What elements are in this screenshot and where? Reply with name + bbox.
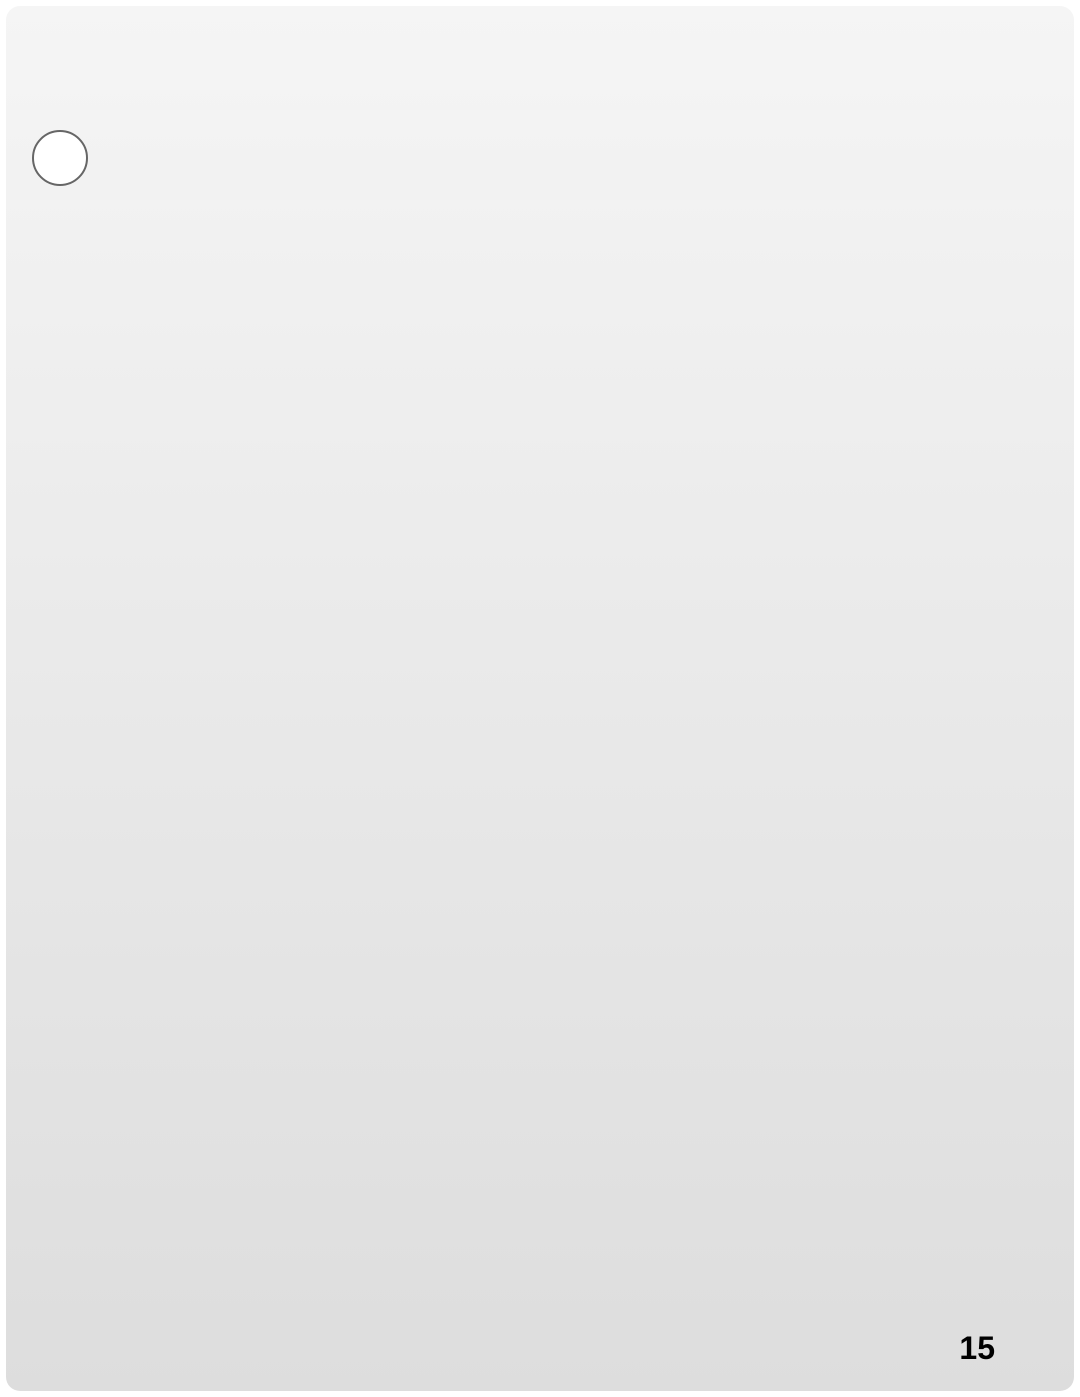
section2-right: While pressing the MENU button, press th… (535, 770, 873, 1150)
section2-row: 1 Press and hold the MENU and IMAGE butt… (85, 770, 995, 1150)
page-number: 15 (959, 1330, 995, 1367)
remote-illustration-full (535, 770, 660, 1140)
